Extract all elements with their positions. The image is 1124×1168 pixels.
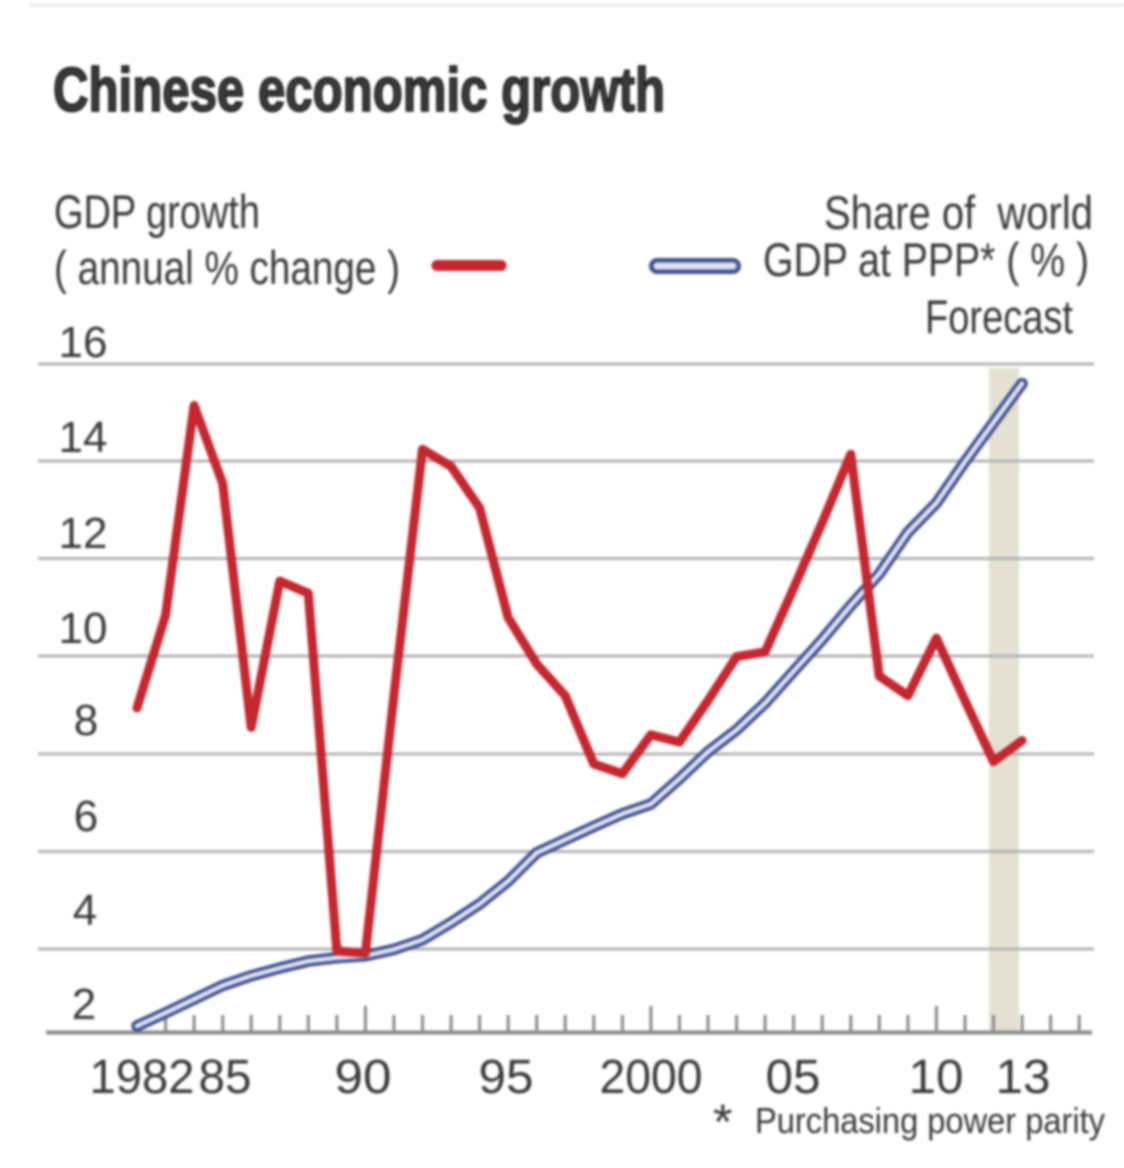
svg-text:2: 2 <box>72 980 96 1029</box>
svg-text:14: 14 <box>59 413 108 462</box>
svg-text:*: * <box>713 1094 732 1150</box>
svg-text:Forecast: Forecast <box>925 290 1073 343</box>
svg-text:10: 10 <box>909 1051 964 1104</box>
svg-text:90: 90 <box>335 1051 392 1104</box>
svg-text:Chinese economic growth: Chinese economic growth <box>53 56 665 125</box>
svg-text:GDP at PPP* ( % ): GDP at PPP* ( % ) <box>763 233 1089 286</box>
svg-text:6: 6 <box>74 792 98 841</box>
svg-text:1982: 1982 <box>90 1051 195 1104</box>
svg-text:10: 10 <box>59 604 108 653</box>
svg-text:Share of world: Share of world <box>824 186 1093 239</box>
svg-text:85: 85 <box>199 1051 252 1104</box>
svg-text:8: 8 <box>74 696 98 745</box>
svg-text:GDP growth: GDP growth <box>54 185 260 238</box>
svg-text:12: 12 <box>59 509 108 558</box>
svg-text:95: 95 <box>479 1051 534 1104</box>
svg-text:16: 16 <box>59 318 108 367</box>
svg-text:2000: 2000 <box>600 1051 703 1104</box>
svg-text:( annual % change ): ( annual % change ) <box>54 241 400 294</box>
svg-text:4: 4 <box>73 886 97 935</box>
svg-text:05: 05 <box>766 1051 821 1104</box>
svg-text:Purchasing power parity: Purchasing power parity <box>755 1100 1105 1141</box>
svg-text:13: 13 <box>996 1051 1051 1104</box>
